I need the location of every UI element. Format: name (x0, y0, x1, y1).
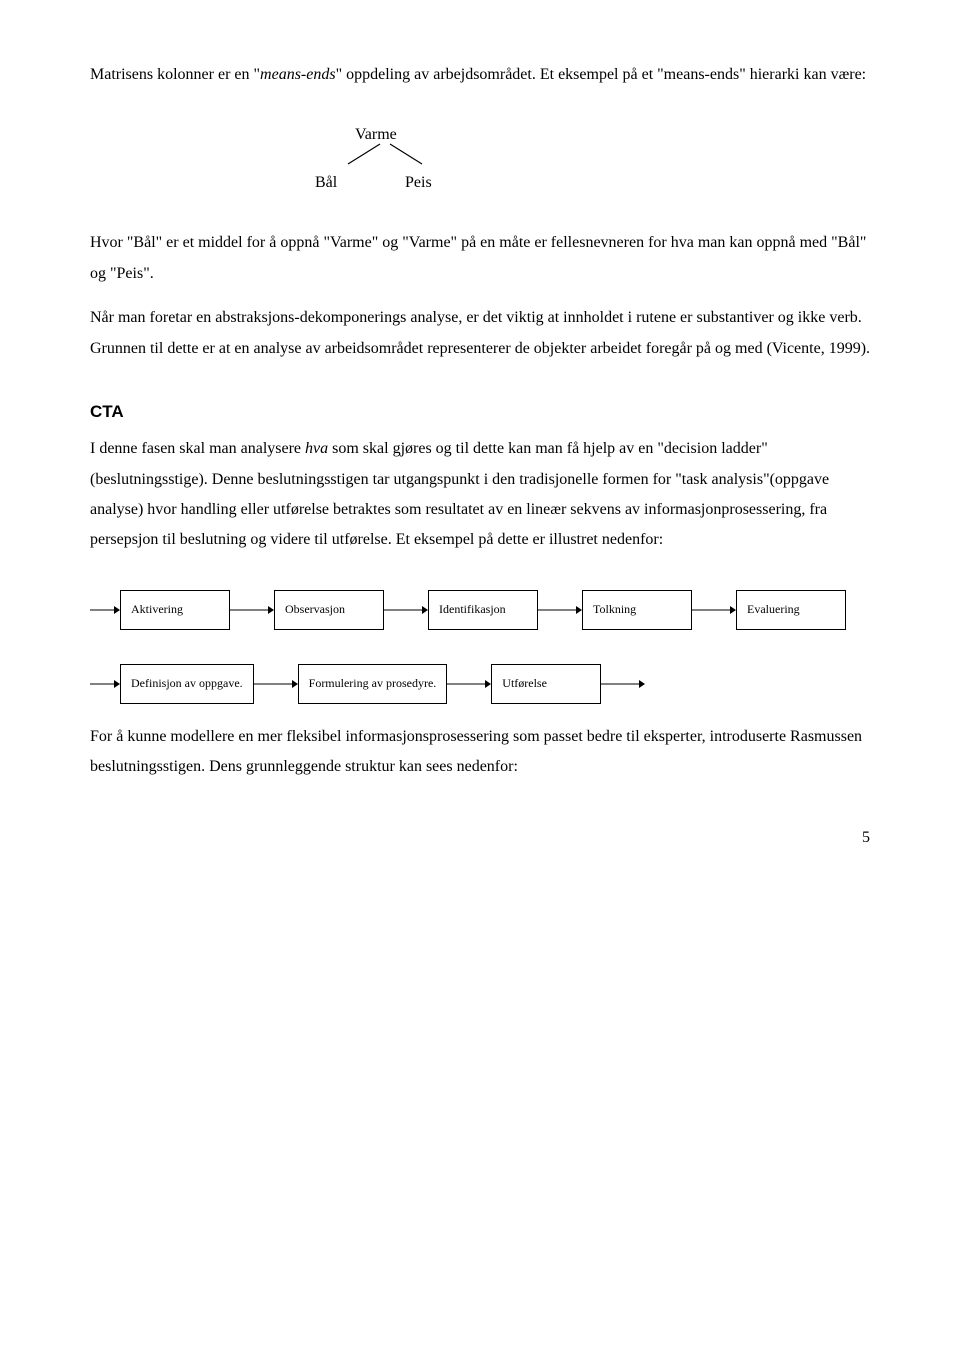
paragraph-4: I denne fasen skal man analysere hva som… (90, 434, 870, 556)
text: I denne fasen skal man analysere (90, 440, 305, 457)
text: Matrisens kolonner er en " (90, 66, 260, 83)
flow-label: Definisjon av oppgave. (131, 676, 243, 692)
tree-diagram: Varme Bål Peis (270, 120, 490, 200)
flow-box: Evaluering (736, 590, 846, 630)
flow-box: Tolkning (582, 590, 692, 630)
tree-left-label: Bål (315, 168, 337, 198)
arrow-icon (254, 678, 298, 690)
page-number: 5 (90, 823, 870, 853)
flow-label: Evaluering (747, 602, 800, 618)
flow-label: Utførelse (502, 676, 547, 692)
flow-box: Definisjon av oppgave. (120, 664, 254, 704)
flow-box: Formulering av prosedyre. (298, 664, 448, 704)
flow-box: Observasjon (274, 590, 384, 630)
flow-label: Observasjon (285, 602, 345, 618)
paragraph-2: Hvor "Bål" er et middel for å oppnå "Var… (90, 228, 870, 289)
italic-text: hva (305, 440, 328, 457)
paragraph-3: Når man foretar en abstraksjons-dekompon… (90, 303, 870, 364)
paragraph-5: For å kunne modellere en mer fleksibel i… (90, 722, 870, 783)
arrow-icon (601, 678, 645, 690)
text: " oppdeling av arbejdsområdet. Et eksemp… (336, 66, 867, 83)
flow-label: Identifikasjon (439, 602, 506, 618)
arrow-icon (90, 678, 120, 690)
arrow-icon (90, 604, 120, 616)
flowchart-row-2: Definisjon av oppgave. Formulering av pr… (90, 664, 870, 704)
flow-box: Identifikasjon (428, 590, 538, 630)
flow-box: Aktivering (120, 590, 230, 630)
flow-label: Aktivering (131, 602, 183, 618)
flowchart-row-1: Aktivering Observasjon Identifikasjon To… (90, 590, 870, 630)
tree-branches-icon (340, 142, 430, 168)
arrow-icon (447, 678, 491, 690)
section-heading-cta: CTA (90, 396, 870, 428)
paragraph-1: Matrisens kolonner er en "means-ends" op… (90, 60, 870, 90)
arrow-icon (538, 604, 582, 616)
flow-label: Tolkning (593, 602, 636, 618)
italic-text: means-ends (260, 66, 336, 83)
flow-label: Formulering av prosedyre. (309, 676, 437, 692)
flow-box: Utførelse (491, 664, 601, 704)
arrow-icon (230, 604, 274, 616)
tree-right-label: Peis (405, 168, 432, 198)
arrow-icon (384, 604, 428, 616)
arrow-icon (692, 604, 736, 616)
